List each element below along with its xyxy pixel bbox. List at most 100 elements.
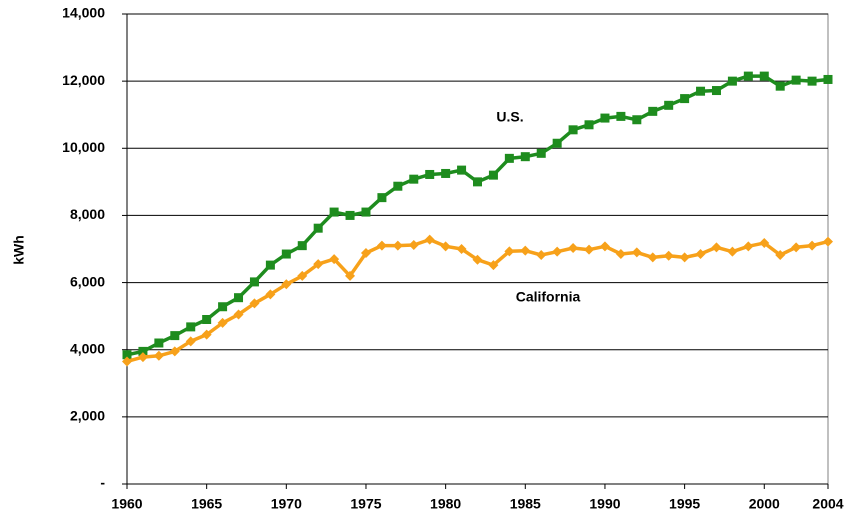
point-marker [234, 293, 244, 303]
point-marker [441, 168, 451, 178]
point-marker [201, 329, 212, 340]
point-marker [153, 350, 164, 361]
series-label: U.S. [496, 109, 523, 125]
point-marker [488, 260, 499, 271]
point-marker [169, 346, 180, 357]
x-tick-label: 1995 [669, 496, 700, 512]
y-tick-label: 8,000 [70, 206, 105, 222]
point-marker [696, 86, 706, 96]
y-tick-label: 4,000 [70, 340, 105, 356]
point-marker [743, 241, 754, 252]
x-tick-label: 1960 [111, 496, 142, 512]
point-marker [249, 298, 260, 309]
point-marker [504, 246, 515, 257]
point-marker [520, 245, 531, 256]
point-marker [488, 170, 498, 180]
point-marker [440, 241, 451, 252]
point-marker [297, 270, 308, 281]
point-marker [376, 240, 387, 251]
point-marker [663, 250, 674, 261]
point-marker [186, 322, 196, 332]
x-tick-label: 1980 [430, 496, 461, 512]
point-marker [791, 242, 802, 253]
point-marker [647, 252, 658, 263]
point-marker [632, 115, 642, 125]
point-marker [345, 270, 356, 281]
point-marker [218, 302, 228, 312]
point-marker [472, 254, 483, 265]
point-marker [424, 234, 435, 245]
point-marker [727, 246, 738, 257]
point-marker [759, 237, 770, 248]
point-marker [297, 241, 307, 251]
point-marker [202, 315, 212, 324]
point-marker [313, 223, 323, 233]
x-tick-label: 1970 [271, 496, 302, 512]
point-marker [408, 239, 419, 250]
point-marker [823, 236, 833, 247]
point-marker [281, 279, 292, 290]
y-tick-label: 2,000 [70, 408, 105, 424]
x-tick-label: 1985 [510, 496, 541, 512]
point-marker [759, 71, 769, 81]
point-marker [648, 106, 658, 116]
y-tick-label: - [100, 475, 105, 491]
point-marker [695, 249, 706, 260]
point-marker [281, 249, 291, 259]
x-tick-label: 1965 [191, 496, 222, 512]
point-marker [680, 94, 690, 104]
point-marker [807, 76, 817, 86]
point-marker [664, 100, 674, 110]
point-marker [823, 74, 833, 84]
point-marker [154, 338, 164, 348]
x-tick-label: 1990 [589, 496, 620, 512]
point-marker [552, 138, 562, 148]
point-marker [456, 244, 467, 254]
y-tick-label: 10,000 [62, 139, 105, 155]
point-marker [727, 76, 737, 86]
point-marker [249, 277, 259, 287]
point-marker [409, 174, 419, 184]
point-marker [679, 252, 690, 263]
x-tick-label: 2004 [812, 496, 843, 512]
series-label: California [516, 289, 581, 305]
point-marker [599, 241, 610, 252]
point-marker [775, 250, 786, 261]
point-marker [377, 193, 387, 203]
point-marker [138, 346, 148, 356]
point-marker [616, 111, 626, 121]
point-marker [137, 352, 148, 363]
point-marker [329, 254, 340, 265]
y-axis-label: kWh [11, 235, 27, 265]
point-marker [568, 242, 579, 253]
point-marker [600, 113, 610, 123]
point-marker [361, 207, 371, 217]
point-marker [615, 249, 626, 260]
point-marker [711, 242, 722, 253]
point-marker [360, 248, 371, 259]
point-marker [345, 210, 355, 220]
point-marker [313, 259, 324, 270]
point-marker [552, 246, 563, 257]
x-tick-label: 1975 [350, 496, 381, 512]
point-marker [122, 356, 132, 367]
point-marker [265, 260, 275, 270]
x-tick-label: 2000 [749, 496, 780, 512]
y-tick-label: 12,000 [62, 72, 105, 88]
point-marker [504, 153, 514, 163]
point-marker [584, 120, 594, 130]
point-marker [711, 86, 721, 96]
point-marker [584, 244, 595, 255]
point-marker [170, 331, 180, 341]
point-marker [775, 81, 785, 91]
point-marker [122, 350, 132, 360]
point-marker [743, 71, 753, 81]
point-marker [791, 75, 801, 85]
point-marker [329, 207, 339, 217]
point-marker [536, 250, 547, 261]
point-marker [807, 240, 818, 251]
y-tick-label: 6,000 [70, 273, 105, 289]
point-marker [425, 169, 435, 179]
y-tick-label: 14,000 [62, 5, 105, 21]
